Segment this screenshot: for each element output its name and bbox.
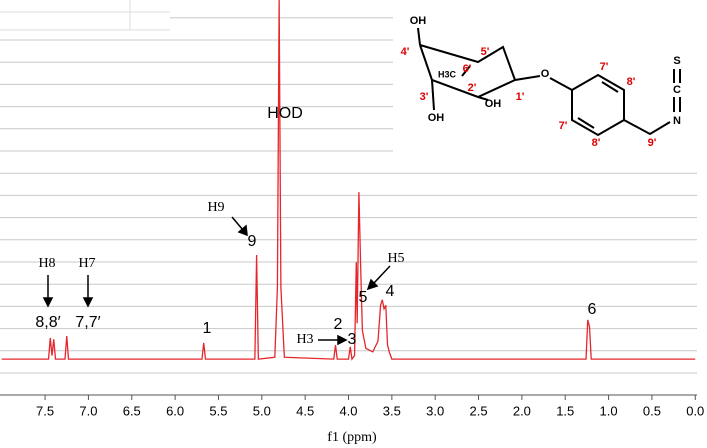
arrow-head xyxy=(337,334,348,346)
structure-label: 7' xyxy=(559,120,568,132)
spectrum-line xyxy=(1,0,696,361)
x-tick-label: 0.5 xyxy=(643,403,661,418)
annotation: H9 xyxy=(207,200,224,215)
x-tick-label: 2.0 xyxy=(513,403,531,418)
corner-box xyxy=(0,0,170,38)
x-tick-label: 6.5 xyxy=(123,403,141,418)
arrow-head xyxy=(82,297,94,308)
x-tick-label: 1.0 xyxy=(600,403,618,418)
structure-label: 7' xyxy=(600,61,609,73)
bond xyxy=(623,119,671,136)
arrow-head xyxy=(237,224,248,237)
x-tick-label: 5.5 xyxy=(209,403,227,418)
structure-label: H3C xyxy=(438,69,457,79)
annotation: 5 xyxy=(359,289,368,306)
structure-label: S xyxy=(673,55,680,67)
bond xyxy=(601,81,619,93)
arrow-head xyxy=(366,278,379,291)
structure-label: OH xyxy=(485,98,502,110)
structure-label: 1' xyxy=(516,91,525,103)
x-tick-label: 3.0 xyxy=(426,403,444,418)
structure-label: 6' xyxy=(463,63,472,75)
structure-label: 5' xyxy=(481,46,490,58)
annotation: HOD xyxy=(267,105,303,122)
structure-label: OH xyxy=(428,112,445,124)
arrows xyxy=(42,216,391,346)
x-tick-label: 1.5 xyxy=(556,403,574,418)
bond xyxy=(417,27,421,46)
x-tick-label: 3.5 xyxy=(383,403,401,418)
structure-label: 2' xyxy=(468,82,477,94)
annotation: 7,7′ xyxy=(75,314,100,331)
annotation: 4 xyxy=(386,283,395,300)
structure-label: C xyxy=(673,84,681,96)
x-tick-label: 0.0 xyxy=(686,403,704,418)
structure-box xyxy=(393,0,707,160)
arrow xyxy=(373,265,391,284)
bond xyxy=(477,96,489,101)
bond xyxy=(461,65,471,77)
annotation: H7 xyxy=(78,256,95,271)
annotation: 2 xyxy=(334,316,343,333)
structure-label: 9' xyxy=(648,137,657,149)
structure-label: OH xyxy=(410,15,427,27)
plot xyxy=(1,0,696,361)
benzene xyxy=(571,73,625,137)
x-tick-label: 7.0 xyxy=(79,403,97,418)
x-tick-label: 4.0 xyxy=(339,403,357,418)
bond xyxy=(549,77,573,91)
structure: OH 4' 5' H3C 6' 2' 3' 1' OH OH O 7' 8' 7' 8' 9' S C N xyxy=(393,0,707,160)
arrow xyxy=(231,216,244,231)
structure-label: N xyxy=(673,115,681,127)
annotation: 3 xyxy=(348,331,357,348)
structure-label: 3' xyxy=(420,91,429,103)
x-tick-label: 5.0 xyxy=(253,403,271,418)
x-axis-label: f1 (ppm) xyxy=(327,430,377,445)
x-tick-label: 7.5 xyxy=(36,403,54,418)
x-tick-label: 2.5 xyxy=(469,403,487,418)
bond xyxy=(431,79,435,111)
annotation: 9 xyxy=(248,233,257,250)
x-tick-label: 6.0 xyxy=(166,403,184,418)
annotation: H8 xyxy=(38,256,55,271)
structure-label: 8' xyxy=(592,137,601,149)
annotation: H3 xyxy=(296,332,313,347)
bond xyxy=(577,117,595,129)
annotation: 1 xyxy=(203,320,212,337)
bond xyxy=(514,75,541,81)
structure-label: 4' xyxy=(401,46,410,58)
annotation: H5 xyxy=(387,251,404,266)
annotation: 8,8′ xyxy=(35,314,60,331)
structure-label: O xyxy=(541,68,550,80)
x-tick-label: 4.5 xyxy=(296,403,314,418)
structure-label: 8' xyxy=(627,76,636,88)
annotation: 6 xyxy=(588,301,597,318)
arrow-head xyxy=(42,297,54,308)
